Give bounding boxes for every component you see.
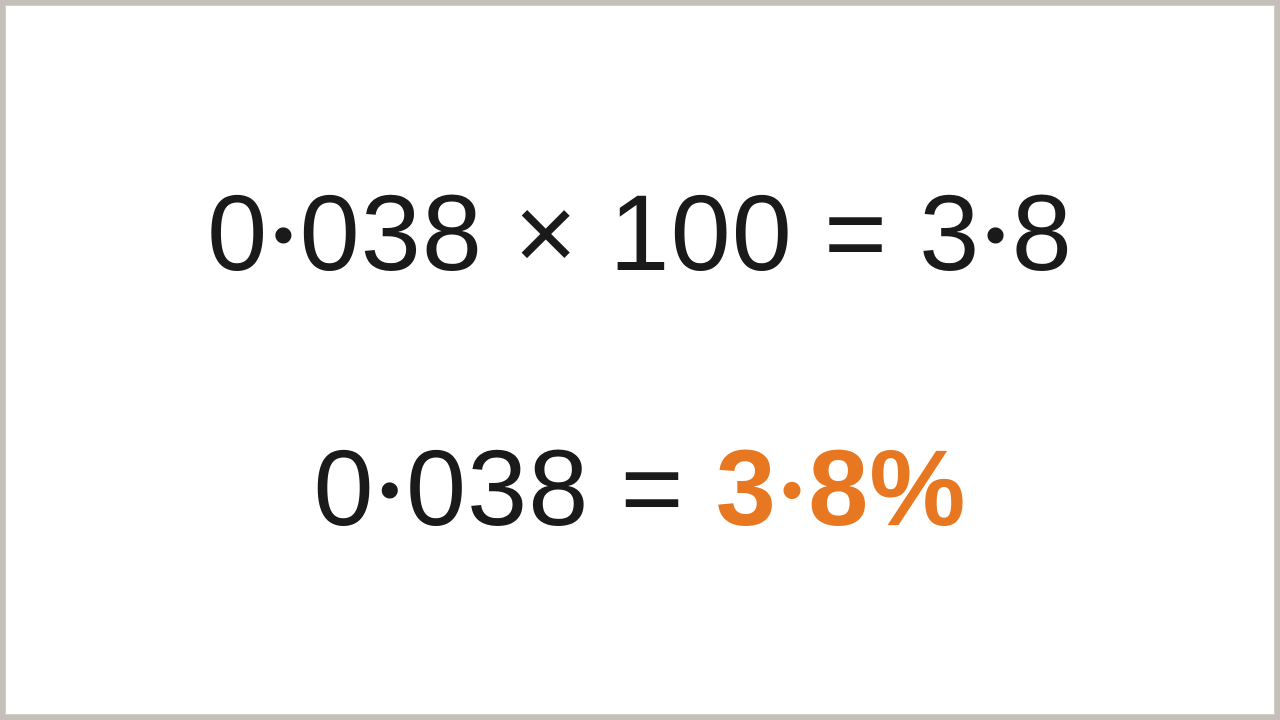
eq1-equals: = — [824, 172, 888, 293]
eq1-multiplier: 100 — [609, 172, 792, 293]
eq2-rhs-frac: 8% — [808, 427, 966, 548]
eq1-rhs-int: 3 — [919, 172, 980, 293]
eq2-rhs-int: 3 — [716, 427, 777, 548]
decimal-separator-icon: • — [268, 201, 299, 268]
eq2-result-highlight: 3•8% — [716, 427, 967, 548]
eq1-lhs-int: 0 — [207, 172, 268, 293]
eq1-rhs-frac: 8 — [1012, 172, 1073, 293]
eq1-lhs-frac: 038 — [300, 172, 483, 293]
eq2-lhs-frac: 038 — [406, 427, 589, 548]
eq1-times: × — [514, 172, 578, 293]
decimal-separator-icon: • — [375, 456, 406, 523]
decimal-separator-icon: • — [980, 201, 1011, 268]
equation-1: 0•038 × 100 = 3•8 — [207, 170, 1073, 295]
math-slide: 0•038 × 100 = 3•8 0•038 = 3•8% — [5, 5, 1275, 715]
eq2-lhs-int: 0 — [313, 427, 374, 548]
equation-2: 0•038 = 3•8% — [313, 425, 966, 550]
eq2-equals: = — [621, 427, 685, 548]
decimal-separator-icon: • — [777, 456, 808, 523]
